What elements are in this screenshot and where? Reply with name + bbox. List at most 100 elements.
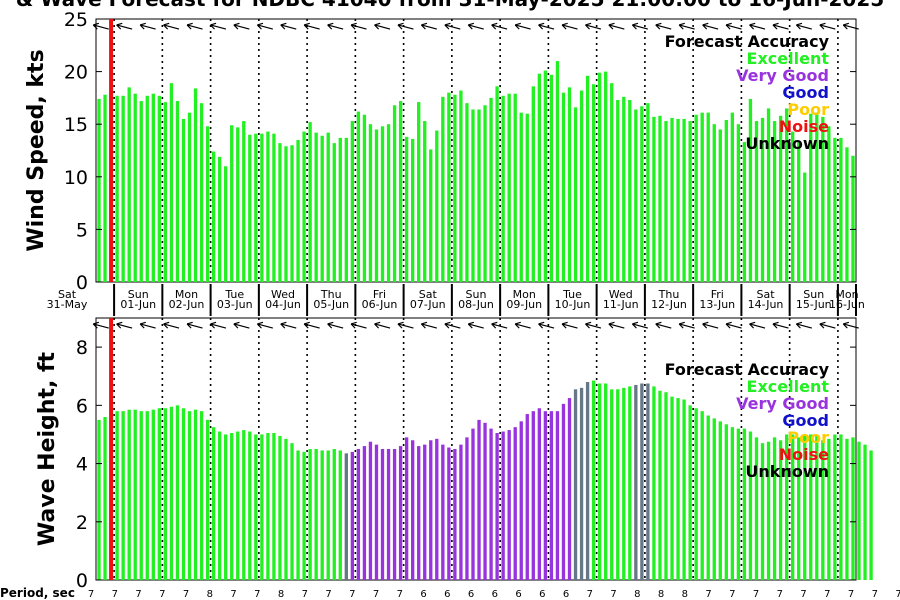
data-bar [555, 61, 560, 282]
direction-arrow [842, 321, 859, 329]
period-value: 7 [824, 589, 830, 600]
direction-arrow [655, 22, 672, 30]
period-value: 6 [420, 589, 426, 600]
arrow-shaft [702, 323, 719, 329]
plot-frame [95, 317, 857, 581]
data-bar [260, 133, 264, 282]
data-bar [489, 97, 493, 283]
data-bar [531, 411, 535, 580]
data-bar [356, 111, 361, 282]
arrow-shaft [280, 323, 297, 329]
direction-arrow [116, 321, 133, 329]
data-bar [507, 93, 511, 282]
arrow-head [678, 321, 685, 329]
arrow-head [631, 22, 639, 30]
data-bar [417, 446, 421, 580]
data-bar [199, 411, 204, 580]
y-tick-label: 4 [76, 454, 88, 476]
data-bar [863, 444, 867, 580]
day-date-label: 31-May [47, 298, 88, 311]
data-bar [404, 136, 409, 282]
arrow-head [795, 22, 803, 30]
direction-arrow [467, 321, 484, 329]
data-bar [628, 386, 632, 580]
data-bar [217, 156, 222, 282]
arrow-head [163, 22, 170, 30]
arrow-shaft [186, 24, 203, 30]
data-bar [646, 383, 650, 580]
data-bar [519, 112, 523, 282]
legend-entry: Very Good [736, 66, 829, 85]
direction-arrow [186, 22, 203, 30]
arrow-head [397, 22, 404, 30]
data-bar [652, 386, 656, 580]
arrow-shaft [444, 24, 461, 30]
arrow-shaft [327, 24, 344, 30]
arrow-head [139, 22, 146, 30]
direction-arrow [725, 321, 742, 329]
data-bar [435, 438, 439, 580]
data-bar [320, 135, 324, 282]
arrow-shaft [374, 24, 391, 30]
arrow-head [210, 321, 217, 329]
data-bar [115, 95, 119, 282]
arrow-head [655, 321, 662, 329]
period-value: 7 [230, 589, 236, 600]
arrow-shaft [280, 24, 297, 30]
legend-entry: Noise [779, 445, 829, 464]
data-bar [344, 453, 348, 580]
day-name-label: Thu [658, 288, 680, 301]
period-value: 7 [895, 589, 900, 600]
day-name-label: Sun [466, 288, 487, 301]
day-name-label: Tue [224, 288, 244, 301]
day-date-label: 03-Jun [217, 298, 253, 311]
data-bar [266, 131, 270, 282]
legend-title: Forecast Accuracy [665, 360, 830, 379]
arrow-head [538, 22, 545, 30]
data-bar [139, 101, 143, 282]
data-bar [718, 421, 722, 580]
data-bar [495, 86, 499, 282]
arrow-head [702, 321, 709, 329]
data-bar [429, 149, 433, 282]
day-date-label: 12-Jun [651, 298, 687, 311]
data-bar [332, 449, 336, 580]
direction-arrow [561, 22, 578, 30]
data-bar [513, 427, 517, 580]
y-tick-label: 15 [64, 114, 88, 136]
panel-1: 0 2 4 6 8 Wave Height, ft Forecast AccuracyExc… [35, 317, 873, 592]
data-bar [489, 428, 493, 580]
period-value: 7 [587, 589, 593, 600]
data-bar [634, 384, 638, 580]
arrow-head [749, 22, 756, 30]
arrow-shaft [538, 24, 555, 30]
direction-arrow [139, 22, 156, 30]
data-bar [447, 92, 451, 282]
data-bar [839, 137, 843, 282]
data-bar [127, 409, 131, 580]
direction-arrow [655, 321, 672, 329]
direction-arrow [303, 22, 320, 30]
day-date-label: 09-Jun [506, 298, 542, 311]
data-bar [314, 132, 318, 282]
arrow-shaft [772, 24, 789, 30]
direction-arrow [139, 321, 156, 329]
data-bar [549, 411, 554, 580]
data-bar [845, 147, 849, 282]
arrow-head [725, 321, 732, 329]
direction-arrow [725, 22, 742, 30]
arrow-shaft [210, 323, 227, 329]
day-name-label: Sat [419, 288, 438, 301]
data-bar [175, 101, 180, 282]
data-bar [386, 449, 391, 580]
data-bar [121, 411, 125, 580]
data-bar [115, 411, 119, 580]
arrow-shaft [725, 323, 742, 329]
day-name-label: Thu [320, 288, 342, 301]
data-bar [694, 408, 698, 580]
data-bar [453, 449, 457, 580]
direction-arrow [608, 321, 625, 329]
data-bar [163, 102, 168, 282]
data-bar [272, 432, 276, 580]
